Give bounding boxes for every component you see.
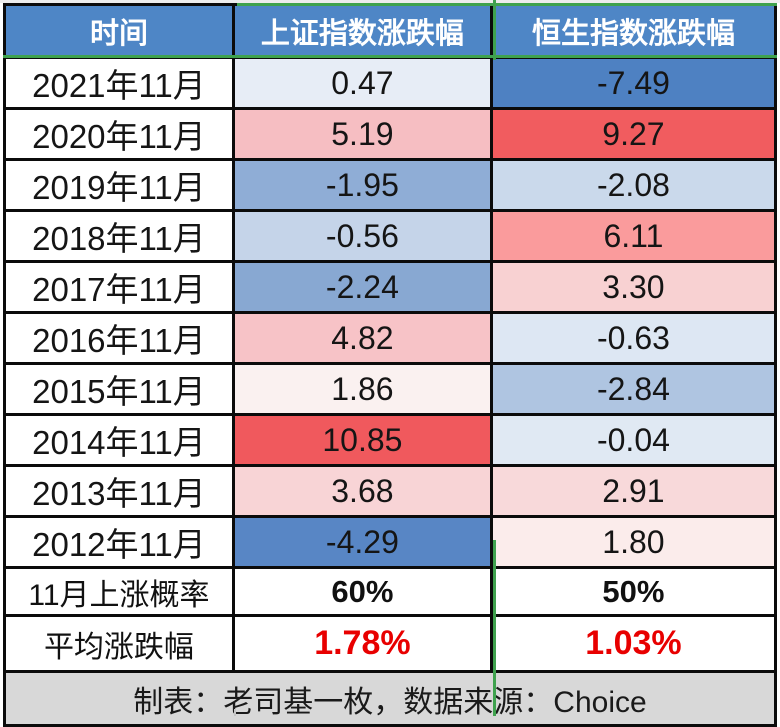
sse-value-cell: -4.29	[231, 515, 493, 569]
summary-label: 平均涨跌幅	[3, 614, 235, 673]
sse-value-cell: 3.68	[231, 464, 493, 518]
table-row: 2020年11月 5.19 9.27	[3, 107, 778, 161]
footer-row: 制表：老司基一枚，数据来源：Choice	[3, 670, 777, 727]
source-credit: 制表：老司基一枚，数据来源：Choice	[3, 670, 777, 727]
table-row: 2015年11月 1.86 -2.84	[3, 362, 778, 416]
hsi-value-cell: -0.04	[489, 413, 778, 467]
table-row: 2021年11月 0.47 -7.49	[3, 56, 778, 110]
index-november-performance-table: 时间 上证指数涨跌幅 恒生指数涨跌幅 2021年11月 0.47 -7.49 2…	[3, 3, 778, 727]
gridline-green-column-bottom	[493, 540, 496, 716]
hsi-win-rate: 50%	[489, 566, 778, 617]
period-cell: 2015年11月	[3, 362, 235, 416]
hsi-value-cell: 2.91	[489, 464, 778, 518]
sse-value-cell: 0.47	[231, 56, 493, 110]
period-cell: 2019年11月	[3, 158, 235, 212]
sse-value-cell: 5.19	[231, 107, 493, 161]
table-row: 2016年11月 4.82 -0.63	[3, 311, 778, 365]
hsi-value-cell: -7.49	[489, 56, 778, 110]
sse-value-cell: 1.86	[231, 362, 493, 416]
sse-value-cell: 4.82	[231, 311, 493, 365]
gridline-green-top	[237, 3, 777, 6]
hsi-value-cell: -2.84	[489, 362, 778, 416]
col-header-time: 时间	[3, 3, 235, 59]
table-row: 2018年11月 -0.56 6.11	[3, 209, 778, 263]
period-cell: 2017年11月	[3, 260, 235, 314]
sse-value-cell: -2.24	[231, 260, 493, 314]
sse-value-cell: -1.95	[231, 158, 493, 212]
hsi-value-cell: 3.30	[489, 260, 778, 314]
sse-value-cell: 10.85	[231, 413, 493, 467]
sse-average-change: 1.78%	[231, 614, 493, 673]
period-cell: 2016年11月	[3, 311, 235, 365]
col-header-sse-change: 上证指数涨跌幅	[231, 3, 493, 59]
table-row: 2017年11月 -2.24 3.30	[3, 260, 778, 314]
gridline-gray-bottom-tick	[234, 709, 236, 716]
table-row: 2014年11月 10.85 -0.04	[3, 413, 778, 467]
hsi-value-cell: -2.08	[489, 158, 778, 212]
period-cell: 2020年11月	[3, 107, 235, 161]
table-row: 2013年11月 3.68 2.91	[3, 464, 778, 518]
summary-row-win-rate: 11月上涨概率 60% 50%	[3, 566, 778, 617]
gridline-green-below-header	[3, 55, 777, 58]
hsi-value-cell: 6.11	[489, 209, 778, 263]
sheet-top-margin	[0, 0, 780, 3]
col-header-hsi-change: 恒生指数涨跌幅	[489, 3, 778, 59]
table-row: 2019年11月 -1.95 -2.08	[3, 158, 778, 212]
period-cell: 2021年11月	[3, 56, 235, 110]
summary-label: 11月上涨概率	[3, 566, 235, 617]
period-cell: 2013年11月	[3, 464, 235, 518]
hsi-value-cell: -0.63	[489, 311, 778, 365]
sse-value-cell: -0.56	[231, 209, 493, 263]
hsi-average-change: 1.03%	[489, 614, 778, 673]
sse-win-rate: 60%	[231, 566, 493, 617]
header-row: 时间 上证指数涨跌幅 恒生指数涨跌幅	[3, 3, 778, 59]
summary-row-average-change: 平均涨跌幅 1.78% 1.03%	[3, 614, 778, 673]
period-cell: 2018年11月	[3, 209, 235, 263]
period-cell: 2014年11月	[3, 413, 235, 467]
gridline-green-column-top	[493, 0, 496, 60]
table-row: 2012年11月 -4.29 1.80	[3, 515, 778, 569]
hsi-value-cell: 9.27	[489, 107, 778, 161]
hsi-value-cell: 1.80	[489, 515, 778, 569]
period-cell: 2012年11月	[3, 515, 235, 569]
